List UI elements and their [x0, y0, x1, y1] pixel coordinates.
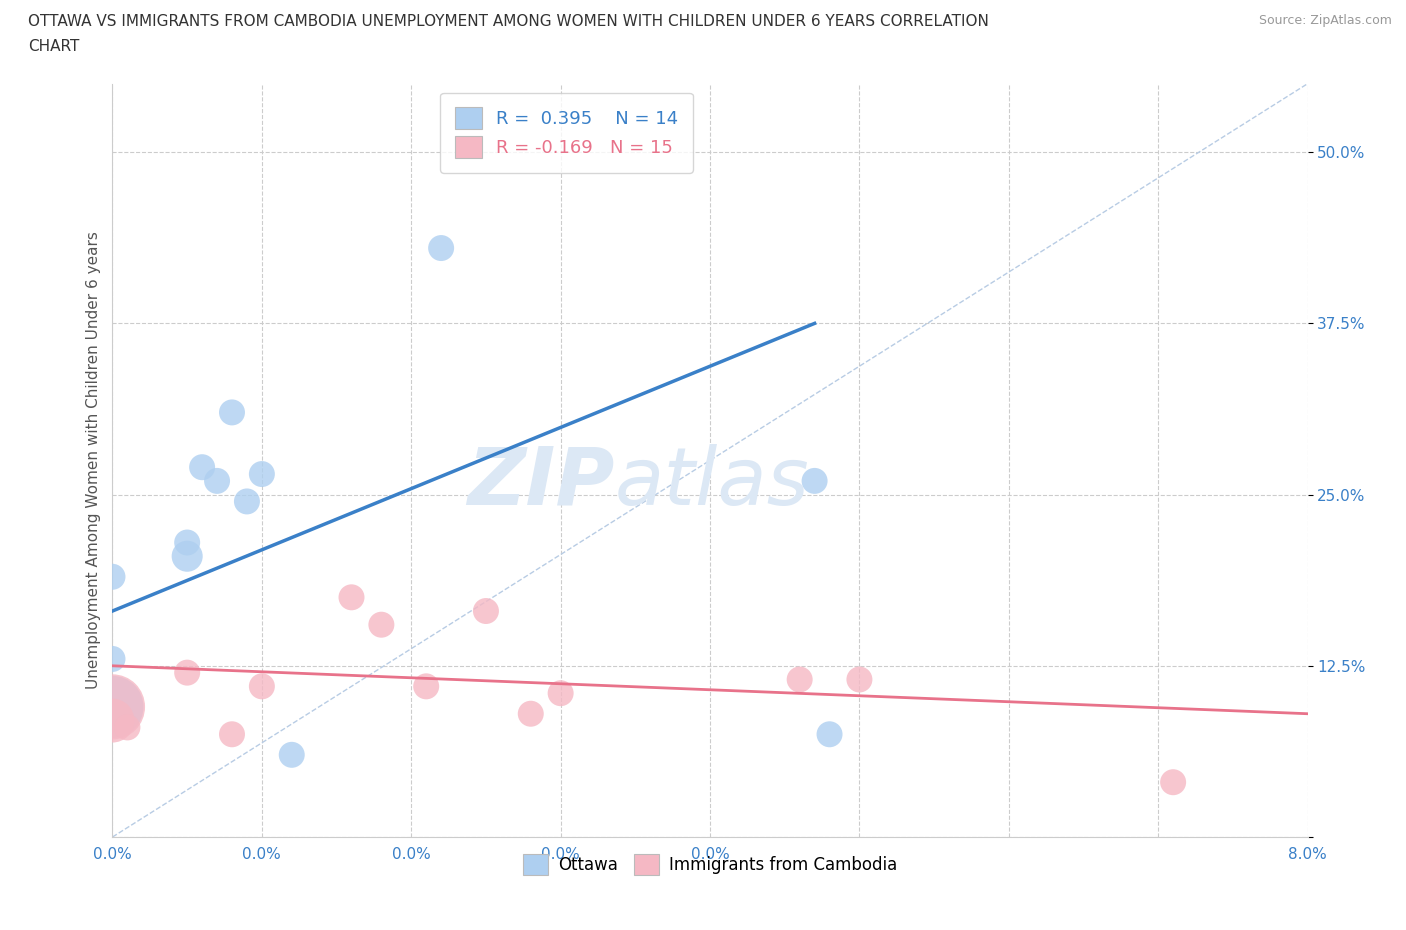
- Point: [550, 685, 572, 700]
- Point: [101, 713, 124, 728]
- Point: [176, 535, 198, 550]
- Point: [191, 459, 214, 474]
- Point: [221, 727, 243, 742]
- Point: [205, 473, 228, 488]
- Point: [176, 549, 198, 564]
- Y-axis label: Unemployment Among Women with Children Under 6 years: Unemployment Among Women with Children U…: [86, 232, 101, 689]
- Point: [101, 569, 124, 584]
- Text: OTTAWA VS IMMIGRANTS FROM CAMBODIA UNEMPLOYMENT AMONG WOMEN WITH CHILDREN UNDER : OTTAWA VS IMMIGRANTS FROM CAMBODIA UNEMP…: [28, 14, 988, 29]
- Legend: Ottawa, Immigrants from Cambodia: Ottawa, Immigrants from Cambodia: [516, 848, 904, 882]
- Text: ZIP: ZIP: [467, 444, 614, 522]
- Point: [117, 720, 139, 735]
- Point: [430, 241, 453, 256]
- Point: [475, 604, 498, 618]
- Point: [520, 706, 543, 721]
- Point: [803, 473, 825, 488]
- Point: [101, 652, 124, 667]
- Point: [236, 494, 259, 509]
- Point: [340, 590, 363, 604]
- Point: [101, 699, 124, 714]
- Point: [250, 467, 273, 482]
- Point: [848, 672, 870, 687]
- Point: [281, 748, 304, 763]
- Text: Source: ZipAtlas.com: Source: ZipAtlas.com: [1258, 14, 1392, 27]
- Point: [789, 672, 811, 687]
- Point: [1161, 775, 1184, 790]
- Text: atlas: atlas: [614, 444, 810, 522]
- Point: [415, 679, 437, 694]
- Point: [370, 618, 392, 632]
- Text: CHART: CHART: [28, 39, 80, 54]
- Point: [250, 679, 273, 694]
- Point: [176, 665, 198, 680]
- Point: [221, 405, 243, 419]
- Point: [818, 727, 841, 742]
- Point: [101, 699, 124, 714]
